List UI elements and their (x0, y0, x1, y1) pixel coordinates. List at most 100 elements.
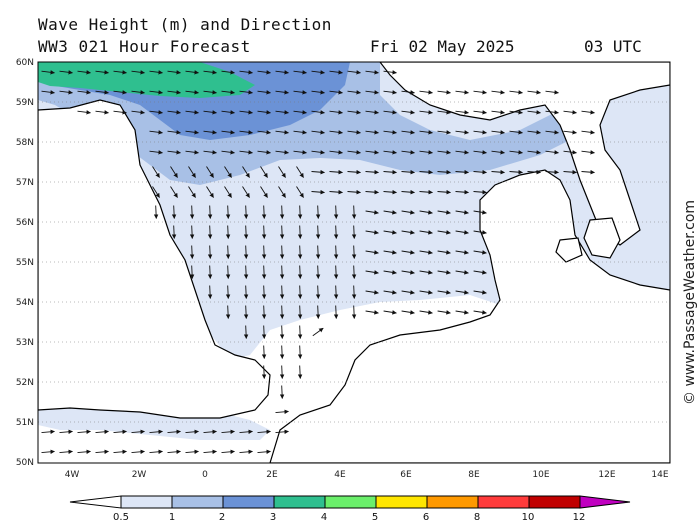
wave-direction-arrow (243, 305, 249, 319)
wave-direction-arrow (275, 110, 289, 115)
wave-direction-arrow (401, 110, 415, 115)
legend-over-pointer (579, 495, 631, 509)
lat-label: 59N (16, 98, 34, 108)
wave-direction-arrow (563, 110, 577, 115)
wave-direction-arrow (257, 70, 271, 75)
wave-direction-arrow (527, 110, 541, 115)
wave-direction-arrow (473, 290, 487, 295)
wave-direction-arrow (167, 150, 181, 155)
wave-direction-arrow (131, 110, 145, 115)
wave-direction-arrow (437, 90, 451, 95)
wave-direction-arrow (351, 245, 357, 259)
wave-direction-arrow (455, 290, 469, 295)
wave-direction-arrow (185, 90, 199, 95)
wave-zone-3-4m (38, 62, 255, 98)
lat-label: 55N (16, 258, 34, 268)
wave-direction-arrow (581, 110, 595, 115)
wave-direction-arrow (347, 189, 361, 195)
wave-direction-arrow (383, 150, 397, 155)
wave-direction-arrow (401, 90, 415, 95)
graticule (38, 101, 670, 423)
wave-direction-arrow (293, 90, 307, 95)
wave-direction-arrow (437, 210, 451, 215)
wave-direction-arrow (491, 90, 505, 95)
wave-direction-arrow (383, 250, 397, 255)
wave-direction-arrow (225, 225, 231, 239)
wave-direction-arrow (315, 305, 321, 319)
wave-direction-arrow (278, 186, 286, 198)
wave-direction-arrow (206, 186, 214, 198)
wave-direction-arrow (347, 110, 361, 115)
wave-direction-arrow (333, 245, 339, 259)
wave-direction-arrow (527, 150, 541, 155)
wave-direction-arrow (275, 409, 289, 415)
wave-direction-arrow (347, 70, 361, 75)
wave-direction-arrow (401, 250, 415, 255)
wave-direction-arrow (383, 310, 397, 315)
wave-direction-arrow (347, 150, 361, 155)
wave-direction-arrow (365, 310, 379, 315)
wave-direction-arrow (296, 186, 304, 198)
wave-direction-arrow (297, 245, 303, 259)
wave-direction-arrow (491, 130, 505, 135)
wave-direction-arrow (455, 130, 469, 135)
wave-direction-arrow (203, 70, 217, 75)
wave-direction-arrow (293, 150, 307, 155)
wave-direction-arrow (365, 150, 379, 155)
wave-direction-arrow (243, 265, 249, 279)
wave-direction-arrow (383, 290, 397, 295)
wave-direction-arrow (261, 285, 267, 299)
wave-direction-arrow (261, 365, 267, 379)
wave-direction-arrow (297, 345, 303, 359)
wave-direction-arrow (383, 210, 397, 215)
wave-direction-arrow (95, 90, 109, 95)
wave-direction-arrow (383, 90, 397, 95)
lon-label: 4W (65, 470, 80, 480)
wave-map: 60N 59N 58N 57N 56N 55N 54N 53N 52N 51N … (16, 58, 671, 480)
wave-direction-arrow (383, 270, 397, 275)
wave-direction-arrow (473, 189, 487, 195)
lon-label: 14E (651, 470, 668, 480)
wave-direction-arrow (545, 169, 559, 175)
wave-direction-arrow (257, 429, 271, 435)
latitude-axis: 60N 59N 58N 57N 56N 55N 54N 53N 52N 51N … (16, 58, 34, 468)
wave-direction-arrow (297, 305, 303, 319)
wave-direction-arrow (473, 169, 487, 175)
wave-direction-arrow (509, 150, 523, 155)
wave-direction-arrow (59, 449, 73, 455)
wave-direction-arrow (311, 70, 325, 75)
wave-direction-arrow (279, 305, 285, 319)
wave-direction-arrow (437, 189, 451, 195)
wave-direction-arrow (207, 205, 213, 219)
wave-direction-arrow (242, 166, 250, 178)
wave-direction-arrow (131, 90, 145, 95)
wave-direction-arrow (261, 265, 267, 279)
wave-direction-arrow (239, 110, 253, 115)
wave-direction-arrow (188, 166, 196, 178)
wave-direction-arrow (59, 70, 73, 75)
wave-direction-arrow (77, 90, 91, 95)
legend-color-box (477, 495, 530, 509)
wave-direction-arrow (473, 90, 487, 95)
legend-under-pointer (69, 495, 122, 509)
wave-direction-arrow (419, 270, 433, 275)
lat-label: 57N (16, 178, 34, 188)
wave-direction-arrow (260, 186, 268, 198)
wave-direction-arrow (419, 210, 433, 215)
wave-direction-arrow (455, 189, 469, 195)
legend-color-box (528, 495, 581, 509)
wave-direction-arrow (419, 130, 433, 135)
wave-direction-arrow (347, 90, 361, 95)
wave-direction-arrow (401, 310, 415, 315)
wave-direction-arrow (113, 429, 127, 435)
wave-direction-arrow (293, 110, 307, 115)
wave-direction-arrow (243, 285, 249, 299)
legend-color-box (120, 495, 173, 509)
wave-direction-arrow (437, 270, 451, 275)
wave-direction-arrow (473, 230, 487, 235)
wave-direction-arrow (419, 189, 433, 195)
wave-direction-arrow (207, 225, 213, 239)
wave-direction-arrow (401, 210, 415, 215)
wave-direction-arrow (261, 225, 267, 239)
wave-direction-arrow (365, 290, 379, 295)
